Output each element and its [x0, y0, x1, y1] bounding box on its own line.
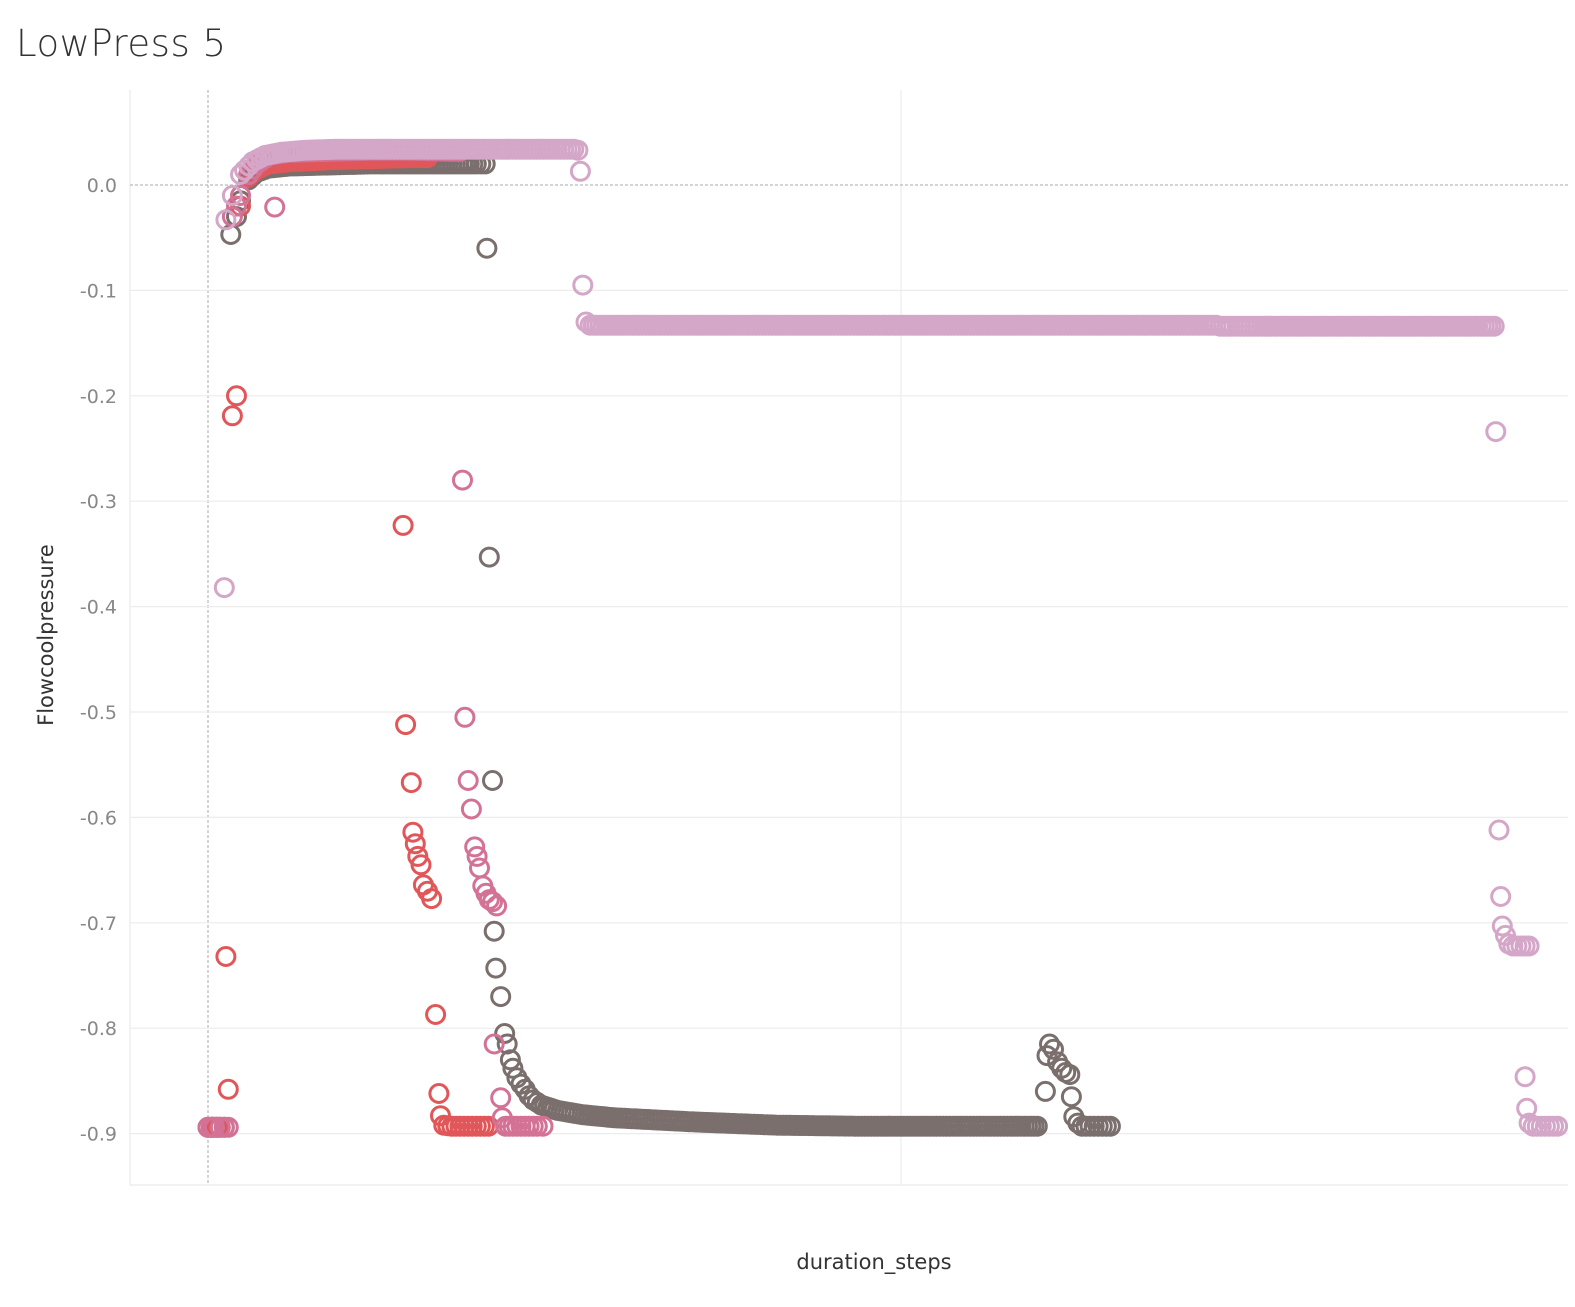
data-point	[460, 798, 482, 820]
data-point	[264, 196, 286, 218]
data-point	[482, 770, 503, 791]
data-point	[226, 195, 247, 217]
data-point	[400, 772, 422, 794]
data-point	[478, 546, 500, 568]
data-point	[1488, 819, 1510, 841]
y-tick-label: -0.1	[80, 280, 117, 302]
data-point	[1060, 1086, 1082, 1108]
data-point	[217, 1116, 239, 1138]
data-point	[572, 274, 594, 296]
y-tick-label: 0.0	[87, 175, 117, 197]
data-point	[421, 888, 443, 910]
data-point	[1034, 1080, 1056, 1102]
data-point	[567, 139, 589, 161]
data-points	[197, 138, 1569, 1138]
data-point	[482, 891, 503, 913]
data-point	[1483, 315, 1505, 337]
data-point	[1059, 1064, 1081, 1086]
data-point	[221, 185, 243, 206]
y-tick-label: -0.4	[80, 597, 117, 619]
chart-title: LowPress 5	[16, 22, 227, 65]
data-point	[204, 1116, 225, 1138]
data-point	[526, 1115, 548, 1137]
data-point	[402, 821, 424, 843]
data-point	[230, 185, 251, 206]
data-point	[213, 577, 235, 599]
data-point	[569, 160, 591, 182]
data-point	[457, 770, 479, 791]
data-point	[499, 1049, 521, 1071]
data-point	[490, 1087, 512, 1109]
data-point	[1516, 1097, 1538, 1119]
data-point	[1514, 1066, 1536, 1088]
series-3	[213, 138, 1569, 1137]
data-point	[476, 237, 498, 259]
data-point	[1547, 1115, 1569, 1137]
series-1	[201, 147, 499, 1138]
data-point	[1026, 1115, 1048, 1137]
data-point	[485, 957, 507, 979]
data-point	[464, 836, 486, 858]
data-point	[1491, 915, 1513, 937]
y-tick-label: -0.7	[80, 913, 117, 935]
data-point	[1490, 886, 1512, 907]
data-point	[466, 845, 488, 867]
series-0	[197, 153, 1121, 1138]
data-point	[1039, 1033, 1060, 1055]
data-point	[395, 714, 417, 736]
data-point	[215, 946, 237, 967]
y-tick-labels: 0.0 -0.1 -0.2 -0.3 -0.4 -0.5 -0.6 -0.7 -0.8 -0.9	[80, 175, 117, 1146]
data-point	[1099, 1115, 1121, 1137]
data-point	[425, 1004, 447, 1025]
data-point	[215, 209, 237, 231]
data-point	[1043, 1038, 1064, 1060]
data-point	[490, 986, 512, 1008]
data-point	[502, 1057, 524, 1079]
data-point	[496, 1033, 518, 1055]
y-tick-label: -0.2	[80, 386, 117, 408]
data-point	[392, 514, 414, 536]
y-tick-label: -0.9	[80, 1124, 117, 1146]
y-tick-label: -0.6	[80, 807, 117, 829]
data-point	[483, 1033, 505, 1055]
data-point	[494, 1023, 516, 1044]
data-point	[221, 405, 243, 427]
y-tick-label: -0.8	[80, 1018, 117, 1040]
data-point	[1036, 1045, 1058, 1067]
grid-lines	[129, 90, 1568, 1186]
data-point	[410, 854, 432, 876]
data-point	[483, 920, 505, 942]
data-point	[428, 1083, 450, 1104]
x-axis-label: duration_steps	[796, 1250, 952, 1274]
data-point	[404, 833, 426, 855]
data-point	[454, 706, 476, 728]
y-tick-label: -0.3	[80, 491, 117, 513]
data-point	[532, 1115, 554, 1137]
data-point	[217, 1078, 239, 1100]
data-point	[226, 385, 247, 407]
data-point	[469, 857, 490, 879]
data-point	[486, 895, 508, 917]
y-tick-label: -0.5	[80, 702, 117, 724]
data-point	[452, 469, 473, 491]
data-point	[1518, 935, 1540, 957]
data-point	[1485, 421, 1507, 443]
